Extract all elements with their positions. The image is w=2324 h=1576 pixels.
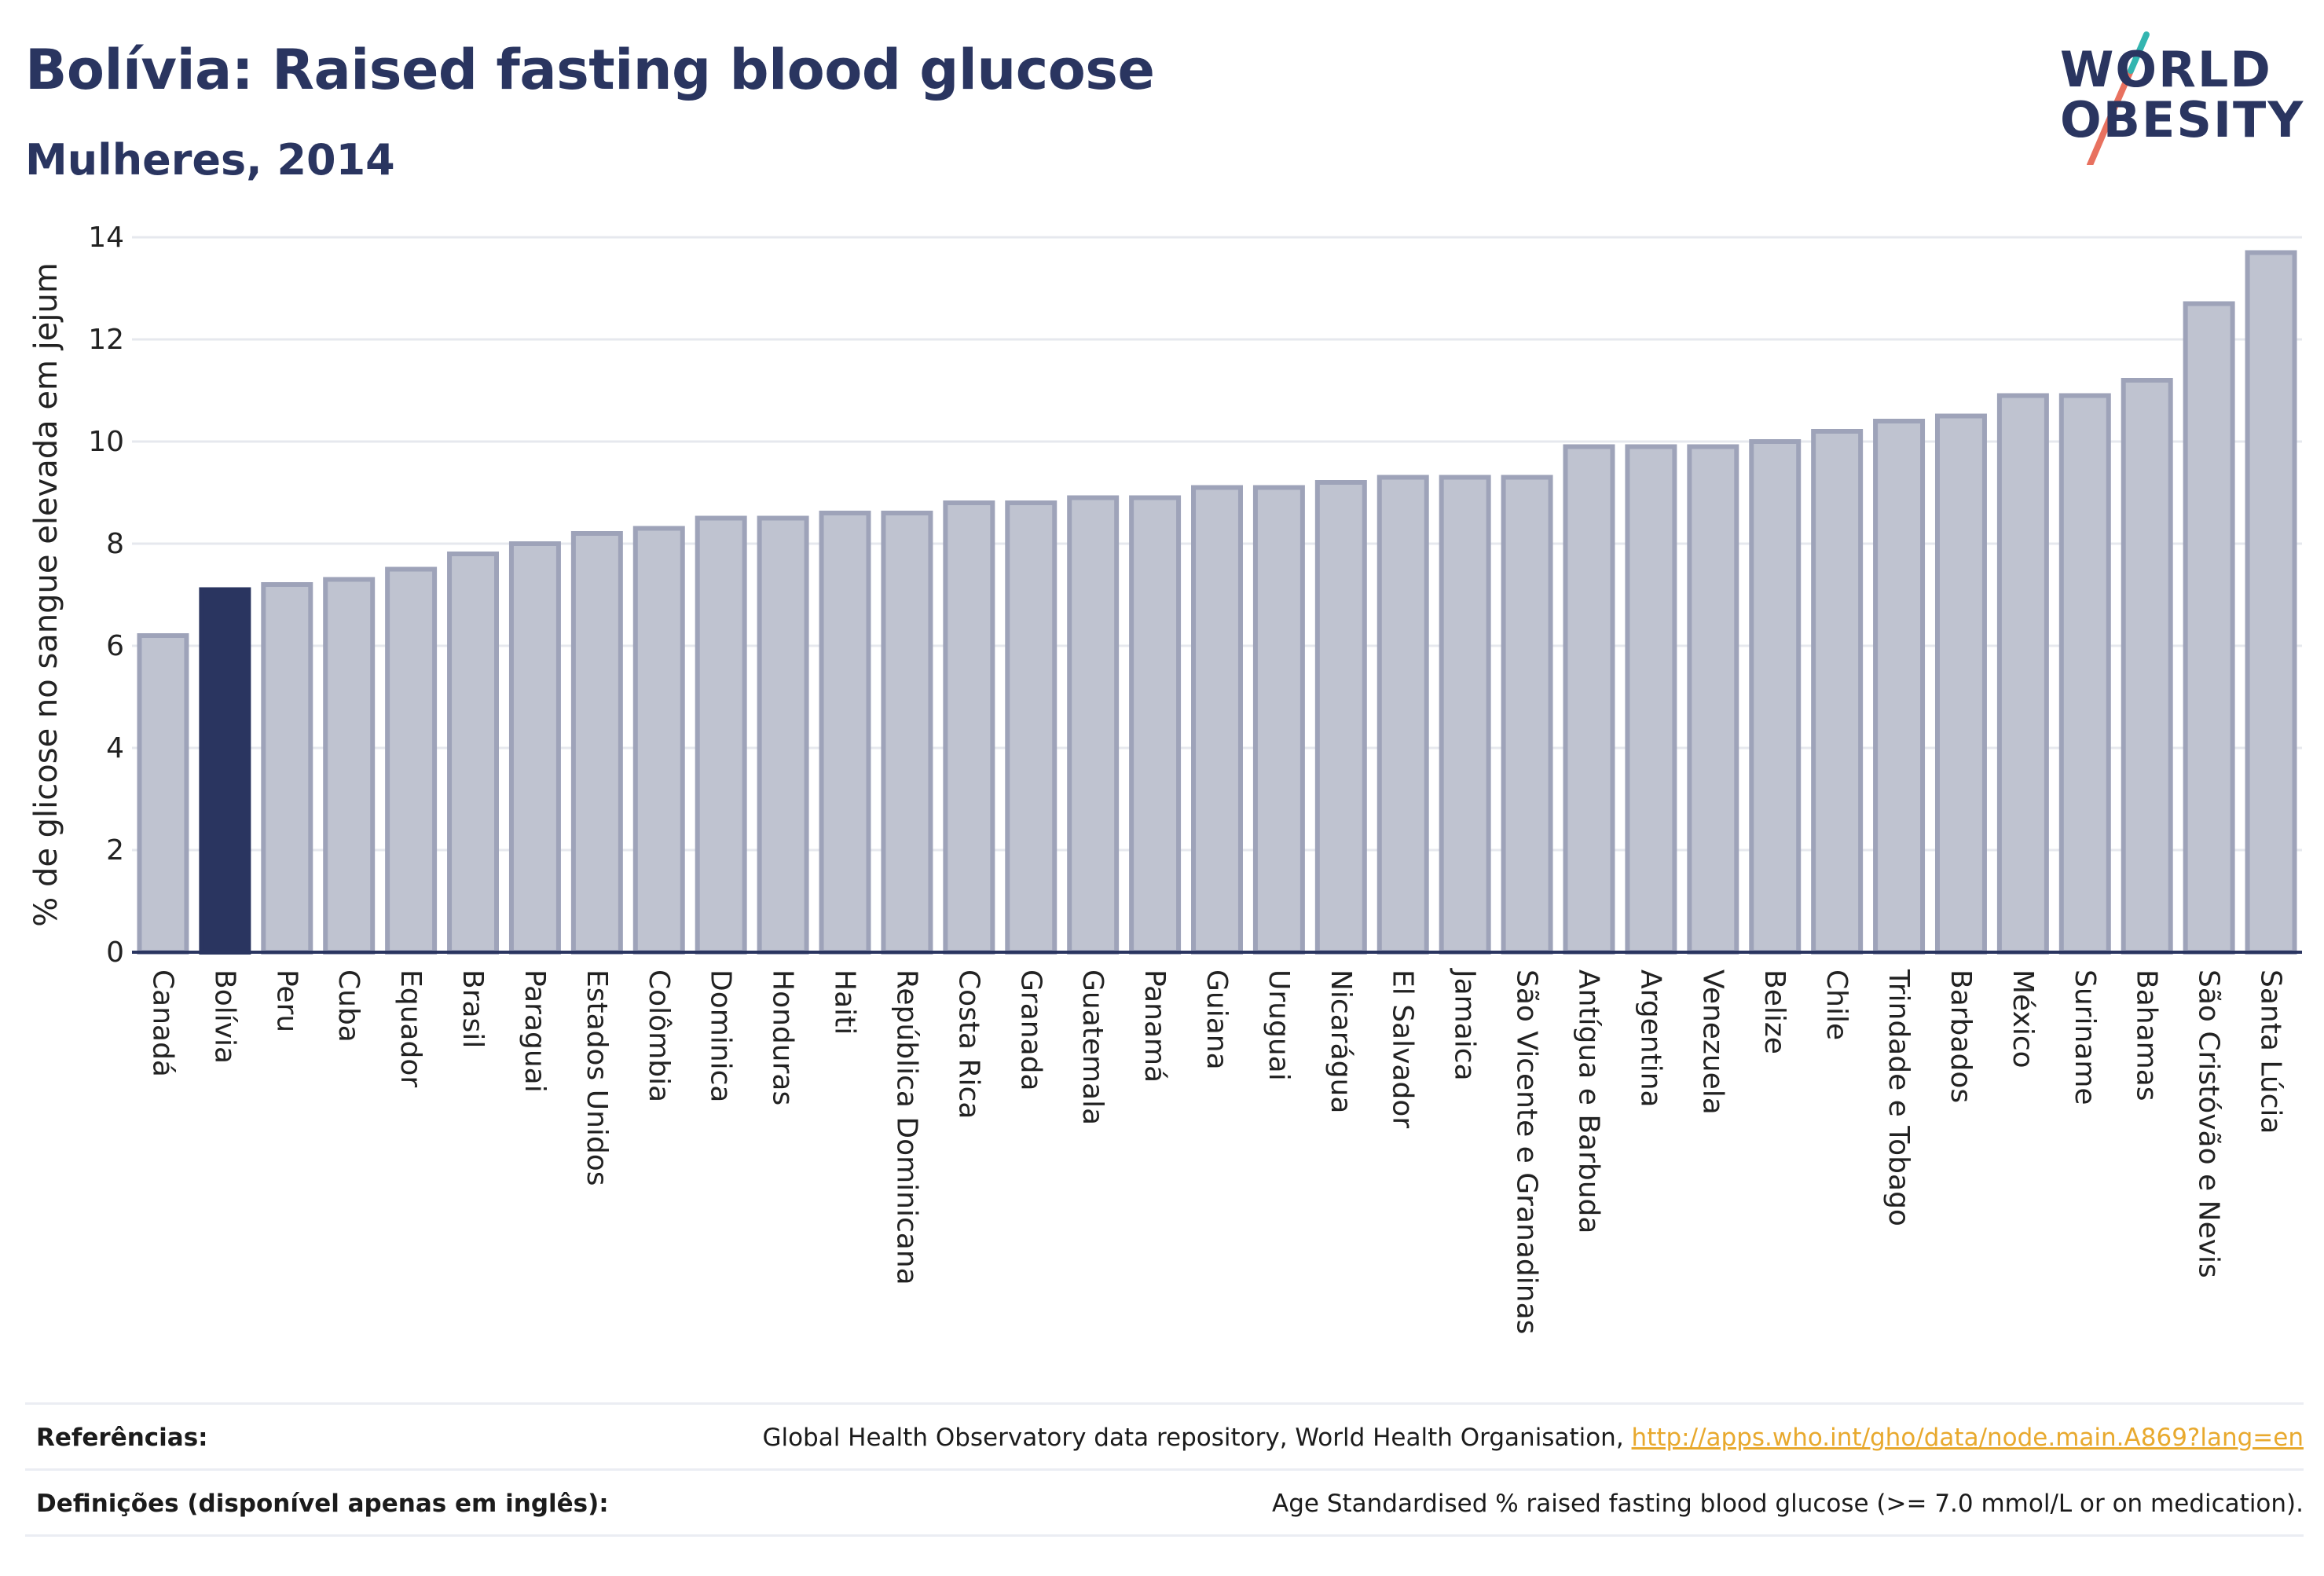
- x-tick-label: Honduras: [767, 969, 799, 1105]
- references-value: Global Health Observatory data repositor…: [762, 1424, 2304, 1452]
- x-tick-label: Estados Unidos: [581, 969, 613, 1186]
- x-tick-label: São Cristóvão e Nevis: [2193, 969, 2225, 1278]
- x-tick-label: Antígua e Barbuda: [1572, 969, 1604, 1233]
- x-tick-label: Cuba: [332, 969, 365, 1043]
- bar: [1563, 444, 1615, 955]
- logo-word-world: WORLD: [2060, 41, 2272, 98]
- y-tick-label: 6: [106, 630, 124, 662]
- bar: [2058, 393, 2111, 955]
- references-link[interactable]: http://apps.who.int/gho/data/node.main.A…: [1631, 1424, 2304, 1452]
- bar: [1625, 444, 1677, 955]
- bar: [1811, 429, 1864, 955]
- definitions-label: Definições (disponível apenas em inglês)…: [36, 1490, 609, 1518]
- x-tick-label: Haiti: [829, 969, 861, 1035]
- x-tick-label: Guatemala: [1076, 969, 1109, 1125]
- logo-word-obesity: OBESITY: [2060, 91, 2305, 148]
- bar: [1873, 419, 1926, 955]
- y-tick-label: 14: [88, 222, 124, 254]
- references-label: Referências:: [36, 1424, 208, 1452]
- bar: [2121, 378, 2173, 955]
- bar: [1252, 485, 1305, 955]
- x-tick-label: Uruguai: [1263, 969, 1295, 1081]
- logo-slash-icon: [2087, 31, 2150, 165]
- bar: [137, 633, 189, 955]
- definitions-row: Definições (disponível apenas em inglês)…: [25, 1468, 2304, 1537]
- x-tick-label: República Dominicana: [890, 969, 922, 1285]
- y-tick-label: 0: [106, 936, 124, 969]
- x-tick-label: Costa Rica: [952, 969, 984, 1119]
- bar: [385, 566, 438, 955]
- x-tick-label: Guiana: [1200, 969, 1233, 1070]
- definitions-value: Age Standardised % raised fasting blood …: [1272, 1490, 2304, 1518]
- x-tick-label: Granada: [1014, 969, 1047, 1091]
- footer-divider: [25, 1534, 2304, 1537]
- bar: [199, 587, 251, 955]
- x-tick-label: Colômbia: [643, 969, 675, 1102]
- x-tick-label: Dominica: [705, 969, 737, 1103]
- bar: [757, 515, 809, 955]
- bar: [2245, 250, 2297, 955]
- bar: [695, 515, 747, 955]
- x-tick-label: Argentina: [1634, 969, 1666, 1108]
- chart-title: Bolívia: Raised fasting blood glucose: [25, 38, 1155, 102]
- x-tick-label: Jamaica: [1449, 968, 1481, 1081]
- x-tick-label: Chile: [1820, 969, 1853, 1040]
- y-tick-label: 10: [88, 426, 124, 458]
- bar: [819, 511, 871, 955]
- x-tick-label: Venezuela: [1696, 969, 1728, 1115]
- x-tick-label: Brasil: [456, 969, 489, 1048]
- bar: [508, 541, 561, 955]
- world-obesity-logo[interactable]: WORLD OBESITY: [2043, 24, 2310, 165]
- bar: [570, 531, 623, 955]
- x-tick-label: Bahamas: [2131, 969, 2163, 1101]
- x-tick-label: Panamá: [1138, 969, 1171, 1083]
- references-text: Global Health Observatory data repositor…: [762, 1424, 1632, 1452]
- x-tick-label: Trindade e Tobago: [1882, 969, 1915, 1226]
- x-tick-label: Belize: [1758, 969, 1791, 1054]
- bar: [2183, 301, 2235, 955]
- y-tick-label: 12: [88, 324, 124, 356]
- x-tick-label: Santa Lúcia: [2255, 969, 2287, 1134]
- bar: [1191, 485, 1243, 955]
- bar: [1687, 444, 1739, 955]
- bar: [1376, 475, 1429, 955]
- x-tick-label: Peru: [270, 969, 302, 1032]
- bar: [1439, 475, 1491, 955]
- references-row: Referências: Global Health Observatory d…: [25, 1402, 2304, 1471]
- bar: [881, 511, 933, 955]
- bar: [1996, 393, 2049, 955]
- x-tick-label: Equador: [394, 969, 427, 1087]
- x-tick-label: Nicarágua: [1325, 969, 1357, 1113]
- x-tick-label: Suriname: [2069, 969, 2101, 1105]
- y-tick-label: 4: [106, 732, 124, 764]
- x-tick-label: Paraguai: [519, 969, 551, 1093]
- bar: [1314, 480, 1367, 955]
- x-tick-label: Bolívia: [208, 969, 240, 1064]
- bar: [1005, 500, 1058, 955]
- bar: [1934, 413, 1987, 955]
- x-tick-label: El Salvador: [1387, 969, 1419, 1128]
- bar: [447, 552, 500, 955]
- x-tick-label: Barbados: [1945, 969, 1977, 1103]
- x-tick-label: Canadá: [146, 969, 178, 1077]
- bar: [943, 500, 995, 955]
- bar: [1749, 439, 1802, 955]
- chart-subtitle: Mulheres, 2014: [25, 135, 395, 185]
- y-tick-label: 2: [106, 834, 124, 867]
- bar: [323, 577, 376, 955]
- bar: [1067, 495, 1120, 955]
- bar-chart: 0 2 4 6 8 10 12 14 Canadá Bolívia Peru Cuba Equador B…: [28, 222, 2302, 1334]
- bar: [1501, 475, 1553, 955]
- x-tick-label: São Vicente e Granadinas: [1511, 969, 1543, 1334]
- bar: [1129, 495, 1182, 955]
- y-axis-label: % de glicose no sangue elevada em jejum: [28, 262, 64, 927]
- x-tick-label: México: [2007, 969, 2039, 1068]
- bar: [632, 526, 685, 955]
- bar: [261, 582, 313, 955]
- y-tick-label: 8: [106, 528, 124, 560]
